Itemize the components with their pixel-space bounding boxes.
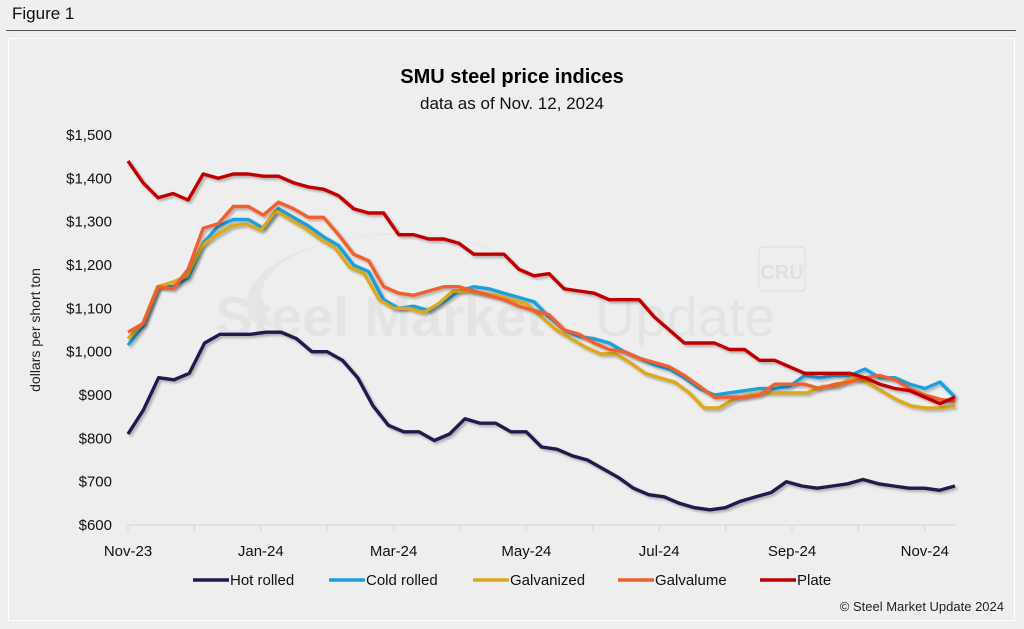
figure-divider (6, 30, 1016, 31)
chart-subtitle: data as of Nov. 12, 2024 (420, 94, 604, 113)
watermark-text-light: Update (595, 285, 776, 348)
y-tick-label: $900 (79, 387, 112, 404)
y-tick-label: $1,200 (66, 257, 112, 274)
y-tick-label: $600 (79, 517, 112, 534)
legend-label: Galvanized (510, 572, 585, 589)
x-tick-label: Sep-24 (768, 543, 816, 560)
copyright: © Steel Market Update 2024 (840, 599, 1004, 614)
watermark: Steel Market Update CRU (215, 233, 806, 348)
chart-title: SMU steel price indices (400, 66, 623, 88)
legend-label: Cold rolled (366, 572, 438, 589)
cru-logo-text: CRU (760, 262, 803, 284)
x-tick-label: Jan-24 (238, 543, 284, 560)
chart-panel (8, 38, 1015, 621)
y-tick-label: $1,500 (66, 127, 112, 144)
y-tick-label: $1,400 (66, 170, 112, 187)
series-line-galvalume (127, 200, 956, 404)
x-tick-label: Nov-24 (901, 543, 949, 560)
legend: Hot rolled Cold rolled Galvanized Galvalume… (193, 572, 831, 589)
legend-label: Hot rolled (230, 572, 294, 589)
x-tick-label: May-24 (501, 543, 551, 560)
y-axis: $600 $700 $800 $900 $1,000 $1,100 $1,200 $1,300… (66, 127, 112, 534)
x-tick-label: Jul-24 (639, 543, 680, 560)
series-lines (126, 160, 957, 512)
x-tick-label: Nov-23 (104, 543, 152, 560)
y-tick-label: $1,300 (66, 214, 112, 231)
x-tick-label: Mar-24 (370, 543, 418, 560)
figure-label: Figure 1 (12, 4, 75, 23)
y-tick-label: $700 (79, 474, 112, 491)
cru-logo-box (758, 246, 806, 292)
series-line-hot-rolled (126, 330, 956, 512)
legend-label: Plate (797, 572, 831, 589)
series-line-plate (126, 160, 956, 406)
y-tick-label: $800 (79, 430, 112, 447)
legend-label: Galvalume (655, 572, 727, 589)
y-tick-label: $1,000 (66, 344, 112, 361)
y-tick-label: $1,100 (66, 300, 112, 317)
x-axis: Nov-23 Jan-24 Mar-24 May-24 Jul-24 Sep-24 Nov-… (104, 524, 955, 560)
y-axis-label: dollars per short ton (27, 268, 43, 392)
